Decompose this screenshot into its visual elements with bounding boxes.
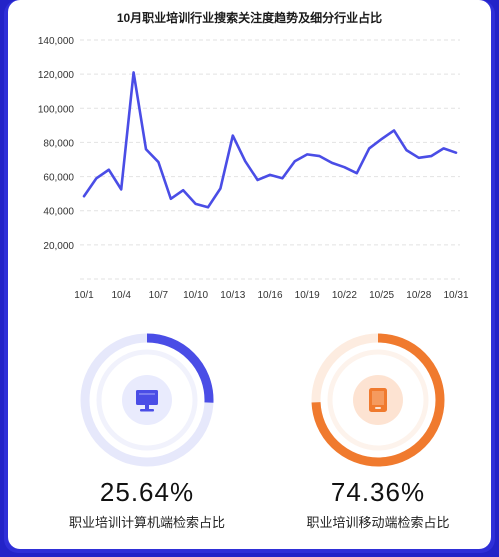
x-tick-label: 10/19 (295, 290, 320, 301)
data-point (393, 129, 395, 132)
pc-donut-arc (80, 333, 214, 467)
data-point (430, 155, 433, 157)
mobile-device-icon (369, 388, 387, 412)
data-point (356, 172, 358, 174)
series-line (82, 71, 458, 209)
data-point (343, 166, 346, 168)
x-tick-label: 10/13 (220, 290, 245, 301)
data-point (281, 177, 284, 180)
data-point (294, 160, 296, 163)
mobile-donut-inner-ring (327, 349, 429, 451)
x-tick-label: 10/7 (149, 290, 169, 301)
data-point (83, 195, 85, 198)
y-tick-label: 140,000 (38, 36, 75, 47)
chart-card: 10月职业培训行业搜索关注度趋势及细分行业占比 20,000 40,000 60,0… (8, 0, 491, 549)
data-point (108, 168, 110, 171)
data-point (380, 138, 383, 140)
data-point (368, 147, 371, 150)
data-point (232, 134, 234, 137)
data-point (405, 149, 408, 151)
data-point (306, 153, 309, 156)
pc-share-caption: 职业培训计算机端检索占比 (68, 515, 225, 530)
mobile-icon-bubble (353, 375, 403, 425)
pc-donut-inner-ring (96, 349, 198, 451)
data-point (194, 203, 197, 205)
x-tick-label: 10/4 (111, 290, 131, 301)
data-point (418, 156, 420, 159)
monitor-icon (136, 390, 158, 412)
x-tick-label: 10/25 (369, 290, 394, 301)
data-point (207, 206, 209, 209)
mobile-share-donut (308, 330, 448, 470)
x-tick-label: 10/16 (257, 290, 282, 301)
chart-title: 10月职业培训行业搜索关注度趋势及细分行业占比 (116, 11, 383, 25)
mobile-donut-arc (311, 333, 445, 467)
y-tick-label: 20,000 (43, 241, 74, 252)
y-tick-label: 80,000 (43, 138, 74, 149)
y-tick-label: 40,000 (43, 207, 74, 218)
data-point (132, 71, 135, 74)
data-point (120, 188, 122, 191)
pc-icon-bubble (122, 375, 172, 425)
x-tick-label: 10/31 (443, 290, 468, 301)
data-point (219, 187, 222, 190)
x-tick-label: 10/28 (406, 290, 431, 301)
data-point (170, 197, 172, 200)
data-point (256, 179, 259, 181)
data-point (244, 160, 246, 163)
y-tick-label: 60,000 (43, 173, 74, 184)
x-tick-label: 10/1 (74, 290, 94, 301)
pc-share-percent: 25.64% (99, 477, 195, 507)
x-tick-label: 10/22 (332, 290, 357, 301)
mobile-share-percent: 74.36% (330, 477, 426, 507)
data-point (455, 151, 457, 154)
line-chart: 20,000 40,000 60,000 80,000 100,000 120,000 14… (38, 36, 469, 301)
x-tick-label: 10/10 (183, 290, 208, 301)
data-point (157, 161, 160, 163)
pc-share-donut (77, 330, 217, 470)
y-tick-label: 120,000 (38, 70, 75, 81)
data-point (442, 147, 445, 150)
data-point (145, 148, 147, 151)
mobile-share-caption: 职业培训移动端检索占比 (306, 515, 450, 530)
data-point (269, 174, 271, 176)
data-point (95, 177, 98, 180)
data-point (318, 155, 321, 157)
data-point (182, 189, 184, 192)
y-tick-label: 100,000 (38, 104, 75, 115)
data-point (331, 162, 333, 164)
